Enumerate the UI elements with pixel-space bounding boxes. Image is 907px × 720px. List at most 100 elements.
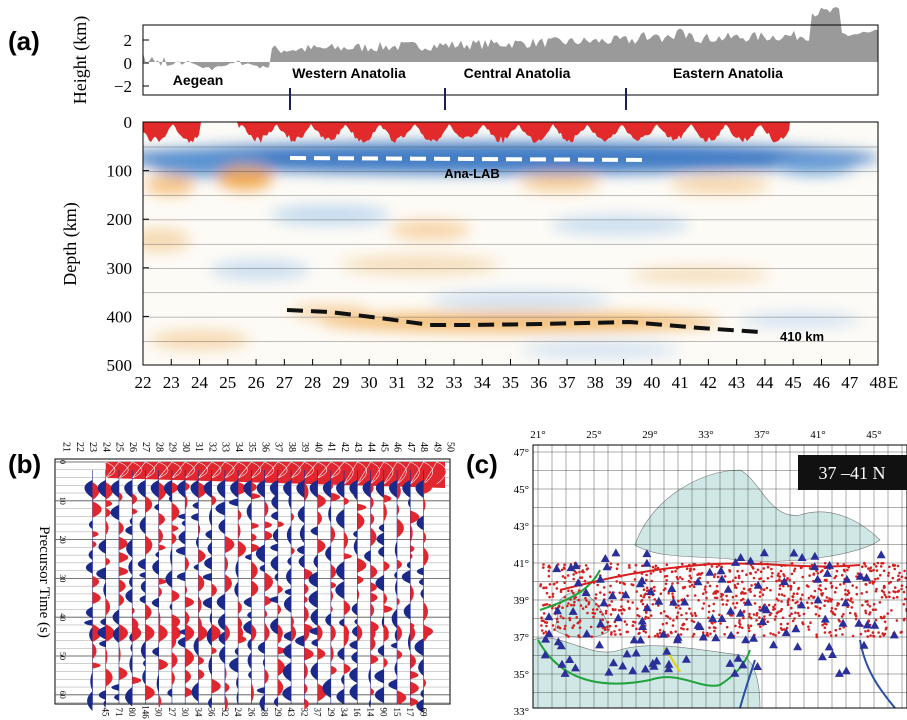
event-dot	[725, 603, 728, 606]
event-dot	[755, 614, 758, 617]
station	[557, 659, 567, 668]
event-dot	[560, 568, 564, 572]
wiggle-lobe	[130, 643, 133, 653]
event-dot	[820, 593, 824, 597]
wiggle-lobe	[344, 497, 349, 506]
event-dot	[775, 597, 778, 601]
event-dot	[809, 621, 812, 624]
wiggle-lobe	[283, 631, 292, 642]
event-dot	[697, 599, 700, 602]
event-dot	[642, 595, 645, 599]
x-tick-label: 30	[361, 373, 378, 392]
event-dot	[686, 628, 689, 631]
wiggle-lobe	[378, 523, 384, 533]
event-dot	[590, 635, 594, 638]
event-dot	[677, 599, 680, 603]
wiggle-lobe	[198, 574, 205, 592]
wiggle-lobe	[349, 640, 358, 650]
event-dot	[713, 575, 716, 579]
event-dot	[631, 601, 634, 604]
wiggle-lobe	[378, 546, 384, 558]
wiggle-lobe	[414, 638, 424, 656]
event-dot	[736, 582, 740, 586]
event-dot	[609, 566, 613, 569]
event-dot	[599, 591, 602, 594]
event-dot	[861, 565, 864, 568]
event-dot	[806, 601, 809, 604]
event-dot	[842, 613, 845, 616]
event-dot	[707, 604, 711, 608]
event-dot	[864, 565, 867, 568]
b-top-tick-label: 23	[87, 442, 98, 452]
wiggle-lobe	[92, 662, 101, 669]
event-dot	[676, 611, 680, 614]
wiggle-lobe	[336, 688, 345, 705]
wiggle-lobe	[137, 480, 146, 498]
wiggle-lobe	[394, 571, 398, 579]
b-bottom-label: 45	[101, 708, 111, 718]
event-dot	[900, 575, 904, 579]
wiggle-lobe	[415, 480, 424, 498]
event-dot	[850, 606, 854, 609]
wiggle-lobe	[167, 688, 172, 698]
event-dot	[707, 616, 710, 620]
wiggle-lobe	[193, 636, 199, 657]
event-dot	[801, 593, 804, 597]
event-dot	[614, 608, 617, 611]
wiggle-lobe	[357, 624, 363, 642]
event-dot	[547, 574, 551, 578]
event-dot	[608, 591, 612, 594]
event-dot	[663, 575, 667, 578]
depth-anomaly	[670, 177, 770, 193]
wiggle-lobe	[383, 592, 388, 605]
wiggle-lobe	[283, 480, 292, 498]
wiggle-lobe	[304, 698, 309, 710]
b-bottom-label: 27	[167, 708, 177, 718]
b-bottom-label: 32	[220, 708, 230, 717]
event-dot	[606, 628, 609, 631]
event-dot	[602, 586, 606, 589]
x-tick-label: 36	[530, 373, 547, 392]
wiggle-lobe	[219, 645, 225, 664]
event-dot	[573, 597, 576, 600]
wiggle-lobe	[110, 504, 119, 521]
wiggle-lobe	[311, 638, 318, 647]
station	[566, 563, 576, 572]
event-dot	[865, 590, 868, 594]
region-label: Western Anatolia	[292, 65, 406, 81]
event-dot	[707, 610, 711, 614]
station	[613, 613, 623, 622]
panel-label: (a)	[8, 26, 40, 56]
event-dot	[572, 603, 576, 607]
wiggle-lobe	[92, 624, 102, 642]
event-dot	[775, 611, 779, 615]
event-dot	[824, 587, 827, 591]
event-dot	[571, 626, 574, 629]
event-dot	[618, 628, 621, 632]
wiggle-lobe	[211, 678, 221, 694]
wiggle-lobe	[368, 699, 371, 708]
event-dot	[653, 598, 656, 601]
wiggle-lobe	[224, 666, 227, 682]
event-dot	[601, 631, 604, 635]
event-dot	[578, 626, 582, 629]
wiggle-lobe	[185, 596, 195, 608]
wiggle-lobe	[357, 557, 367, 573]
b-bottom-label: 80	[127, 708, 137, 718]
wiggle-lobe	[156, 674, 159, 693]
event-dot	[557, 604, 561, 608]
wiggle-lobe	[165, 570, 172, 588]
wiggle-lobe	[335, 561, 345, 581]
station	[662, 646, 672, 655]
event-dot	[824, 579, 828, 583]
wiggle-lobe	[383, 560, 390, 572]
wiggle-lobe	[112, 609, 119, 626]
b-bottom-label: 69	[418, 708, 428, 718]
wiggle-lobe	[317, 538, 326, 554]
x-tick-label: 43	[728, 373, 745, 392]
x-tick-label: 44	[756, 373, 774, 392]
station	[596, 619, 606, 628]
event-dot	[844, 593, 847, 596]
event-dot	[762, 567, 765, 570]
event-dot	[631, 624, 635, 627]
